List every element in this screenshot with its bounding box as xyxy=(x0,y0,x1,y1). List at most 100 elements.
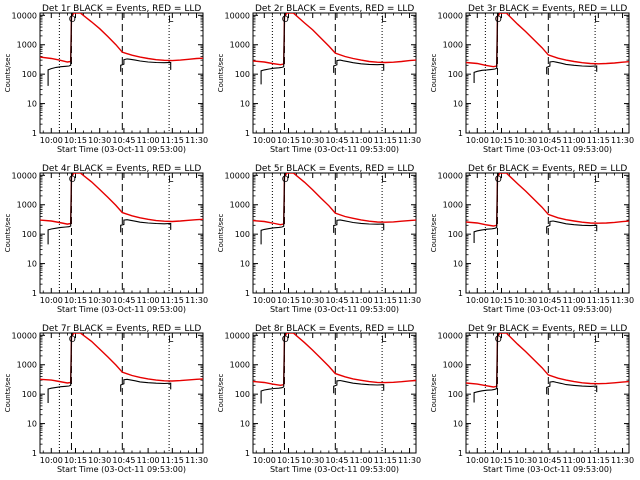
series-group xyxy=(40,333,203,403)
top-marker-label: L xyxy=(594,335,599,345)
top-marker-label: L xyxy=(594,175,599,185)
top-marker-label: O xyxy=(69,175,76,185)
y-axis-label: Counts/sec xyxy=(430,214,438,253)
top-marker-label: O xyxy=(282,335,289,345)
y-tick-label: 1 xyxy=(458,289,463,298)
top-marker-label: O xyxy=(69,15,76,25)
x-tick-label: 11:30 xyxy=(611,296,634,305)
top-marker-label: L xyxy=(168,175,173,185)
y-tick-label: 10000 xyxy=(12,11,37,20)
chart-panel-4: Det 4r BLACK = Events, RED = LLD Counts/s… xyxy=(4,164,208,314)
panel-title: Det 2r BLACK = Events, RED = LLD xyxy=(255,4,414,14)
y-tick-label: 10000 xyxy=(12,171,37,180)
top-marker-label: L xyxy=(168,15,173,25)
y-axis-label: Counts/sec xyxy=(217,214,225,253)
y-tick-label: 10000 xyxy=(225,11,250,20)
x-tick-label: 11:30 xyxy=(611,456,634,465)
panel-title: Det 3r BLACK = Events, RED = LLD xyxy=(468,4,627,14)
y-axis-label: Counts/sec xyxy=(4,214,12,253)
y-tick-label: 1000 xyxy=(17,41,37,50)
x-tick-label: 11:15 xyxy=(374,456,397,465)
y-tick-label: 1 xyxy=(32,449,37,458)
events-series-line xyxy=(47,13,73,86)
y-tick-label: 100 xyxy=(22,390,37,399)
events-series-line xyxy=(473,333,499,403)
plot-frame xyxy=(252,332,417,454)
plot-frame xyxy=(465,12,630,134)
y-axis-label: Counts/sec xyxy=(4,54,12,93)
lld-series-line xyxy=(466,173,629,227)
x-axis-label: Start Time (03-Oct-11 09:53:00) xyxy=(57,465,186,474)
y-tick-label: 10 xyxy=(27,420,37,429)
events-series-line xyxy=(120,219,172,233)
y-tick-label: 100 xyxy=(235,70,250,79)
y-tick-label: 1 xyxy=(245,449,250,458)
events-series-line xyxy=(546,220,598,234)
x-tick-label: 11:15 xyxy=(161,456,184,465)
x-tick-label: 11:00 xyxy=(563,456,586,465)
top-marker-label: O xyxy=(69,335,76,345)
y-tick-label: 10 xyxy=(453,260,463,269)
x-tick-label: 10:00 xyxy=(40,296,63,305)
y-tick-label: 10 xyxy=(240,100,250,109)
chart-panel-3: Det 3r BLACK = Events, RED = LLD Counts/s… xyxy=(430,4,634,154)
chart-panel-5: Det 5r BLACK = Events, RED = LLD Counts/s… xyxy=(217,164,421,314)
events-series-line xyxy=(333,59,385,73)
y-tick-label: 10000 xyxy=(438,11,463,20)
x-axis-label: Start Time (03-Oct-11 09:53:00) xyxy=(483,305,612,314)
x-tick-label: 10:45 xyxy=(325,456,348,465)
chart-panel-9: Det 9r BLACK = Events, RED = LLD Counts/s… xyxy=(430,324,634,474)
y-tick-label: 1 xyxy=(245,289,250,298)
y-tick-label: 10000 xyxy=(225,171,250,180)
x-tick-label: 10:00 xyxy=(466,136,489,145)
x-tick-label: 10:15 xyxy=(277,136,300,145)
x-tick-label: 11:00 xyxy=(563,296,586,305)
lld-series-line xyxy=(40,173,203,225)
lld-series-line xyxy=(40,333,203,384)
x-tick-label: 10:30 xyxy=(301,456,324,465)
top-marker-label: O xyxy=(282,15,289,25)
y-tick-label: 100 xyxy=(448,390,463,399)
x-tick-label: 11:00 xyxy=(350,456,373,465)
x-tick-label: 10:30 xyxy=(88,456,111,465)
x-tick-label: 10:30 xyxy=(514,456,537,465)
x-tick-label: 11:00 xyxy=(563,136,586,145)
top-marker-label: O xyxy=(495,15,502,25)
series-group xyxy=(40,173,203,245)
lld-series-line xyxy=(466,13,629,68)
series-group xyxy=(253,333,416,404)
x-axis-label: Start Time (03-Oct-11 09:53:00) xyxy=(483,145,612,154)
top-marker-label: O xyxy=(495,175,502,185)
plot-frame xyxy=(252,12,417,134)
top-marker-label: O xyxy=(282,175,289,185)
events-series-line xyxy=(333,219,385,233)
events-series-line xyxy=(473,173,499,243)
x-tick-label: 11:15 xyxy=(587,136,610,145)
y-tick-label: 100 xyxy=(235,390,250,399)
events-series-line xyxy=(260,173,286,245)
y-tick-label: 100 xyxy=(448,70,463,79)
x-tick-label: 11:30 xyxy=(185,456,208,465)
y-tick-label: 1000 xyxy=(230,361,250,370)
x-tick-label: 11:00 xyxy=(350,296,373,305)
events-series-line xyxy=(260,13,286,85)
x-axis-label: Start Time (03-Oct-11 09:53:00) xyxy=(57,145,186,154)
x-tick-label: 10:00 xyxy=(253,456,276,465)
top-marker-label: L xyxy=(168,335,173,345)
x-tick-label: 10:30 xyxy=(514,136,537,145)
lld-series-line xyxy=(40,13,203,63)
x-tick-label: 11:30 xyxy=(398,456,421,465)
x-tick-label: 11:00 xyxy=(350,136,373,145)
x-tick-label: 11:15 xyxy=(374,296,397,305)
x-tick-label: 10:00 xyxy=(40,456,63,465)
panel-title: Det 6r BLACK = Events, RED = LLD xyxy=(468,164,627,174)
x-tick-label: 11:15 xyxy=(161,136,184,145)
x-tick-label: 11:30 xyxy=(398,296,421,305)
y-tick-label: 10 xyxy=(453,420,463,429)
x-tick-label: 11:30 xyxy=(185,296,208,305)
y-axis-label: Counts/sec xyxy=(217,374,225,413)
y-tick-label: 100 xyxy=(235,230,250,239)
lld-series-line xyxy=(253,13,416,66)
x-tick-label: 10:45 xyxy=(538,136,561,145)
